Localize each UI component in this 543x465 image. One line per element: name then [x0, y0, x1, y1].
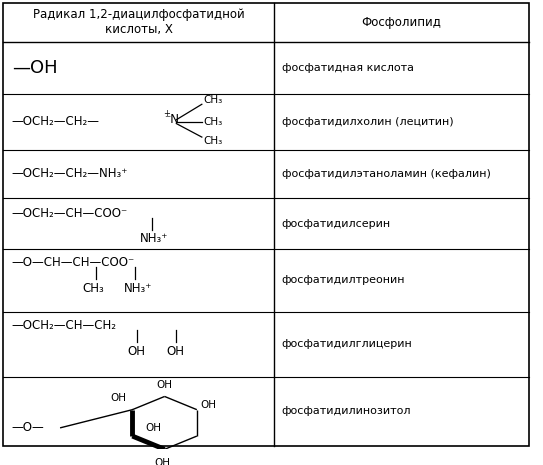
- Text: —OCH₂—CH₂—NH₃⁺: —OCH₂—CH₂—NH₃⁺: [12, 167, 128, 180]
- Text: OH: OH: [155, 458, 171, 465]
- Text: OH: OH: [145, 423, 161, 433]
- Text: Радикал 1,2-диацилфосфатидной
кислоты, X: Радикал 1,2-диацилфосфатидной кислоты, X: [33, 8, 244, 36]
- Text: OH: OH: [167, 345, 185, 358]
- Text: NH₃⁺: NH₃⁺: [123, 282, 152, 295]
- Text: OH: OH: [128, 345, 146, 358]
- Text: CH₃: CH₃: [204, 117, 223, 126]
- Text: CH₃: CH₃: [204, 95, 223, 106]
- Text: ⁻N: ⁻N: [165, 113, 180, 126]
- Text: фосфатидилэтаноламин (кефалин): фосфатидилэтаноламин (кефалин): [282, 169, 491, 179]
- Text: CH₃: CH₃: [204, 136, 223, 146]
- Text: NH₃⁺: NH₃⁺: [140, 232, 168, 245]
- Text: —OCH₂—CH₂—: —OCH₂—CH₂—: [12, 115, 100, 128]
- Text: фосфатидная кислота: фосфатидная кислота: [282, 63, 414, 73]
- Text: фосфатидилинозитол: фосфатидилинозитол: [282, 406, 412, 416]
- Text: OH: OH: [201, 400, 217, 410]
- Text: —OH: —OH: [12, 59, 58, 77]
- Text: —O—CH—CH—COO⁻: —O—CH—CH—COO⁻: [12, 256, 135, 269]
- Text: CH₃: CH₃: [83, 282, 104, 295]
- Text: Фосфолипид: Фосфолипид: [362, 16, 441, 29]
- Text: —OCH₂—CH—CH₂: —OCH₂—CH—CH₂: [12, 319, 117, 332]
- Text: —O—: —O—: [12, 421, 45, 434]
- Text: —OCH₂—CH—COO⁻: —OCH₂—CH—COO⁻: [12, 207, 128, 220]
- Text: фосфатидилглицерин: фосфатидилглицерин: [282, 339, 413, 349]
- Text: фосфатидилтреонин: фосфатидилтреонин: [282, 275, 405, 286]
- Text: фосфатидилсерин: фосфатидилсерин: [282, 219, 391, 228]
- Text: фосфатидилхолин (лецитин): фосфатидилхолин (лецитин): [282, 117, 453, 126]
- Text: +: +: [163, 109, 171, 119]
- Text: OH: OH: [111, 393, 127, 403]
- Text: OH: OH: [157, 380, 173, 390]
